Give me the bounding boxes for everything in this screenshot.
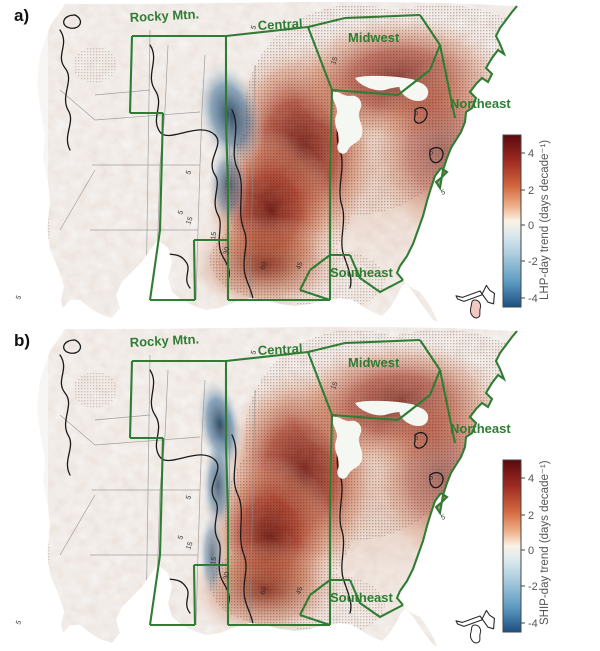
svg-text:60: 60 (260, 261, 268, 270)
svg-text:Midwest: Midwest (348, 30, 400, 45)
svg-text:2: 2 (528, 185, 534, 197)
svg-text:Midwest: Midwest (348, 355, 400, 370)
svg-text:-2: -2 (528, 256, 538, 268)
svg-text:Southeast: Southeast (330, 265, 394, 280)
svg-text:-4: -4 (528, 618, 538, 630)
svg-text:0: 0 (528, 545, 534, 557)
svg-text:4: 4 (528, 148, 534, 160)
svg-text:2: 2 (528, 510, 534, 522)
svg-text:-4: -4 (528, 293, 538, 305)
svg-text:30: 30 (223, 571, 231, 580)
svg-text:4: 4 (528, 473, 534, 485)
svg-text:Central: Central (257, 341, 303, 358)
svg-text:30: 30 (223, 246, 231, 255)
svg-text:Central: Central (257, 16, 303, 33)
svg-text:15: 15 (210, 231, 218, 240)
svg-text:5: 5 (15, 620, 23, 626)
svg-text:Southeast: Southeast (330, 590, 394, 605)
svg-text:5: 5 (15, 295, 23, 301)
svg-text:60: 60 (260, 586, 268, 595)
svg-text:a): a) (14, 6, 29, 25)
svg-text:b): b) (14, 331, 30, 350)
svg-text:15: 15 (210, 556, 218, 565)
svg-text:Northeast: Northeast (450, 96, 511, 111)
svg-text:LHP-day trend (days decade⁻¹): LHP-day trend (days decade⁻¹) (539, 140, 551, 300)
svg-text:5: 5 (440, 514, 446, 522)
svg-text:SHIP-day trend (days decade⁻¹): SHIP-day trend (days decade⁻¹) (539, 460, 551, 625)
svg-text:5: 5 (440, 189, 446, 197)
svg-text:-2: -2 (528, 581, 538, 593)
svg-text:0: 0 (528, 220, 534, 232)
svg-text:Northeast: Northeast (450, 421, 511, 436)
